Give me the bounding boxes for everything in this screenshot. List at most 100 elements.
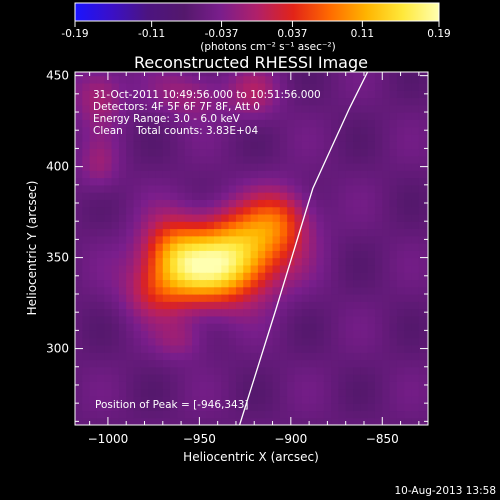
heatmap-cell xyxy=(404,170,413,179)
heatmap-cell xyxy=(294,352,303,361)
heatmap-cell xyxy=(374,141,383,150)
heatmap-cell xyxy=(353,126,361,135)
heatmap-cell xyxy=(389,344,398,353)
heatmap-cell xyxy=(118,162,127,171)
heatmap-cell xyxy=(287,279,296,288)
heatmap-cell xyxy=(89,359,98,368)
heatmap-cell xyxy=(265,90,274,99)
heatmap-cell xyxy=(411,279,420,288)
heatmap-cell xyxy=(96,250,105,259)
heatmap-cell xyxy=(287,228,296,237)
heatmap-cell xyxy=(360,374,369,382)
heatmap-cell xyxy=(331,344,339,353)
heatmap-cell xyxy=(155,257,164,266)
heatmap-cell xyxy=(331,330,339,339)
heatmap-cell xyxy=(214,170,222,179)
heatmap-cell xyxy=(338,257,347,266)
heatmap-cell xyxy=(338,75,347,84)
heatmap-cell xyxy=(228,235,237,244)
heatmap-cell xyxy=(214,119,222,128)
heatmap-cell xyxy=(126,104,135,113)
heatmap-cell xyxy=(287,250,296,259)
heatmap-cell xyxy=(126,308,135,317)
heatmap-cell xyxy=(389,177,398,186)
heatmap-cell xyxy=(272,126,281,135)
heatmap-cell xyxy=(426,228,428,237)
heatmap-cell xyxy=(426,112,428,120)
heatmap-cell xyxy=(82,395,91,404)
heatmap-cell xyxy=(96,374,105,382)
heatmap-cell xyxy=(404,126,413,135)
heatmap-cell xyxy=(75,184,83,193)
heatmap-cell xyxy=(96,72,105,77)
heatmap-cell xyxy=(133,133,142,142)
heatmap-cell xyxy=(75,352,83,361)
heatmap-cell xyxy=(301,72,310,77)
heatmap-cell xyxy=(396,170,405,179)
heatmap-cell xyxy=(206,243,215,251)
heatmap-cell xyxy=(338,315,347,324)
heatmap-cell xyxy=(265,221,274,230)
heatmap-cell xyxy=(389,352,398,361)
heatmap-cell xyxy=(235,374,244,382)
heatmap-cell xyxy=(389,315,398,324)
heatmap-cell xyxy=(389,199,398,208)
heatmap-cell xyxy=(287,133,296,142)
heatmap-cell xyxy=(345,170,354,179)
heatmap-cell xyxy=(257,337,266,346)
heatmap-cell xyxy=(184,315,193,324)
heatmap-cell xyxy=(206,97,215,106)
heatmap-cell xyxy=(374,192,383,200)
heatmap-cell xyxy=(316,308,325,317)
heatmap-cell xyxy=(96,177,105,186)
heatmap-cell xyxy=(104,301,113,310)
heatmap-cell xyxy=(104,184,113,193)
heatmap-cell xyxy=(353,184,361,193)
heatmap-cell xyxy=(404,279,413,288)
heatmap-cell xyxy=(389,381,398,390)
heatmap-cell xyxy=(367,104,376,113)
heatmap-cell xyxy=(104,352,113,361)
heatmap-cell xyxy=(353,388,361,397)
heatmap-cell xyxy=(426,192,428,200)
heatmap-cell xyxy=(287,337,296,346)
heatmap-cell xyxy=(382,279,391,288)
heatmap-cell xyxy=(382,352,391,361)
heatmap-cell xyxy=(89,155,98,164)
heatmap-cell xyxy=(177,374,186,382)
heatmap-cell xyxy=(396,206,405,215)
heatmap-cell xyxy=(214,82,222,91)
heatmap-cell xyxy=(148,82,157,91)
heatmap-cell xyxy=(104,155,113,164)
heatmap-cell xyxy=(367,410,376,419)
heatmap-cell xyxy=(345,206,354,215)
heatmap-cell xyxy=(140,97,149,106)
heatmap-cell xyxy=(206,366,215,375)
heatmap-cell xyxy=(75,155,83,164)
heatmap-cell xyxy=(338,337,347,346)
heatmap-cell xyxy=(162,97,171,106)
heatmap-cell xyxy=(199,301,208,310)
heatmap-cell xyxy=(360,235,369,244)
heatmap-cell xyxy=(140,235,149,244)
heatmap-cell xyxy=(133,104,142,113)
heatmap-cell xyxy=(287,381,296,390)
heatmap-cell xyxy=(353,177,361,186)
heatmap-cell xyxy=(111,417,120,425)
heatmap-cell xyxy=(287,323,296,331)
heatmap-cell xyxy=(426,264,428,273)
heatmap-cell xyxy=(133,293,142,302)
heatmap-cell xyxy=(184,352,193,361)
heatmap-cell xyxy=(199,112,208,120)
heatmap-cell xyxy=(206,301,215,310)
heatmap-cell xyxy=(426,141,428,150)
heatmap-cell xyxy=(396,192,405,200)
heatmap-cell xyxy=(89,330,98,339)
heatmap-cell xyxy=(199,286,208,295)
heatmap-cell xyxy=(301,221,310,230)
heatmap-cell xyxy=(338,359,347,368)
heatmap-cell xyxy=(389,155,398,164)
heatmap-cell xyxy=(192,104,200,113)
heatmap-cell xyxy=(104,119,113,128)
heatmap-cell xyxy=(404,148,413,157)
